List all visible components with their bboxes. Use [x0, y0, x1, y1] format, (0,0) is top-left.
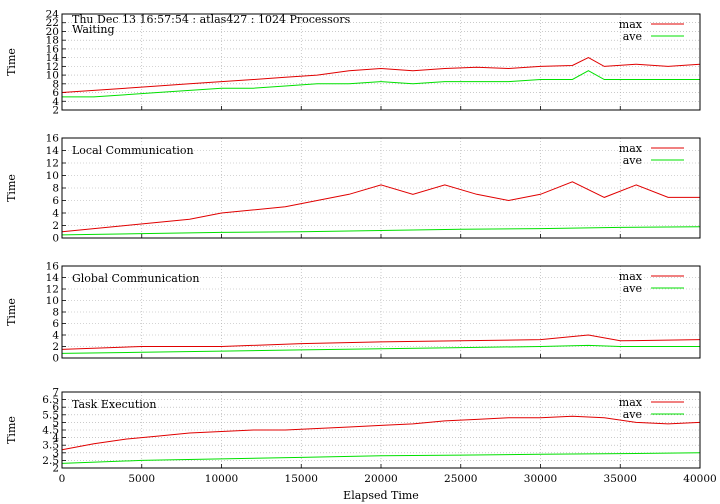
chart-header: Thu Dec 13 16:57:54 : atlas427 : 1024 Pr… [72, 13, 351, 26]
y-tick-label: 8 [52, 183, 59, 195]
y-tick-label: 14 [46, 272, 60, 284]
y-tick-label: 10 [46, 170, 59, 182]
plot-frame [61, 137, 701, 239]
y-tick-label: 14 [46, 52, 60, 64]
y-tick-label: 6 [52, 87, 59, 99]
x-tick-label: 0 [59, 473, 66, 485]
y-tick-label: 12 [46, 158, 59, 170]
x-tick-label: 15000 [285, 473, 318, 485]
x-tick-label: 20000 [364, 473, 397, 485]
panel-title: Local Communication [72, 144, 194, 157]
y-tick-label: 0 [52, 233, 59, 245]
y-tick-label: 4.5 [42, 425, 59, 437]
y-tick-label: 24 [46, 9, 60, 21]
y-tick-label: 3.5 [42, 440, 59, 452]
series-line-max [61, 415, 701, 451]
y-axis-label: Time [5, 174, 18, 202]
y-tick-label: 12 [46, 61, 59, 73]
x-tick-label: 25000 [444, 473, 477, 485]
y-tick-label: 7 [52, 387, 59, 399]
series-line-max [61, 334, 701, 350]
legend-label-ave: ave [623, 408, 642, 421]
y-tick-label: 2 [52, 463, 59, 475]
y-tick-label: 0 [52, 353, 59, 365]
series-line-ave [61, 226, 701, 236]
y-tick-label: 6.5 [42, 394, 59, 406]
y-tick-label: 4 [52, 432, 59, 444]
series-line-ave [62, 70, 700, 98]
legend-label-ave: ave [623, 282, 642, 295]
y-tick-label: 2 [52, 105, 59, 117]
y-tick-label: 16 [46, 133, 60, 145]
y-tick-label: 4 [52, 208, 59, 220]
y-tick-label: 16 [46, 43, 60, 55]
y-tick-label: 2 [52, 220, 59, 232]
plot-frame [61, 13, 701, 111]
legend-label-ave: ave [623, 30, 642, 43]
y-tick-label: 2.5 [42, 455, 59, 467]
x-axis-label: Elapsed Time [343, 489, 419, 502]
y-tick-label: 4 [52, 330, 59, 342]
y-tick-label: 16 [46, 261, 60, 273]
y-tick-label: 8 [52, 78, 59, 90]
y-tick-label: 3 [52, 447, 59, 459]
series-line-max [61, 57, 701, 93]
legend-label-ave: ave [623, 154, 642, 167]
panel-title: Waiting [72, 23, 115, 36]
series-line-max [61, 181, 700, 233]
y-axis-label: Time [5, 48, 18, 76]
y-tick-label: 4 [52, 96, 59, 108]
x-tick-label: 30000 [524, 473, 557, 485]
x-tick-label: 10000 [205, 473, 238, 485]
y-tick-label: 8 [52, 307, 59, 319]
plot-frame [61, 391, 701, 469]
legend-label-max: max [619, 396, 643, 409]
y-tick-label: 6 [52, 318, 59, 330]
legend-label-max: max [619, 142, 643, 155]
x-tick-label: 40000 [683, 473, 716, 485]
x-tick-label: 5000 [128, 473, 155, 485]
legend-label-max: max [619, 270, 643, 283]
plot-frame [61, 265, 701, 359]
y-tick-label: 2 [52, 341, 59, 353]
y-tick-label: 6 [52, 402, 59, 414]
legend-label-max: max [619, 18, 643, 31]
y-tick-label: 12 [46, 284, 59, 296]
y-tick-label: 20 [46, 26, 59, 38]
series-line-ave [61, 452, 701, 464]
panel-title: Global Communication [72, 272, 200, 285]
y-tick-label: 18 [46, 35, 59, 47]
y-tick-label: 22 [46, 17, 59, 29]
y-tick-label: 10 [46, 70, 59, 82]
y-axis-label: Time [5, 298, 18, 326]
y-tick-label: 5 [52, 417, 59, 429]
series-line-ave [61, 344, 700, 354]
y-tick-label: 10 [46, 295, 59, 307]
y-tick-label: 5.5 [42, 409, 59, 421]
panel-4: 22.533.544.555.566.57 0 5000 10000 15000 2000… [5, 387, 717, 486]
y-tick-label: 14 [46, 145, 60, 157]
y-tick-label: 6 [52, 195, 59, 207]
y-axis-label: Time [5, 416, 18, 444]
panel-title: Task Execution [72, 398, 156, 411]
x-tick-label: 35000 [604, 473, 637, 485]
